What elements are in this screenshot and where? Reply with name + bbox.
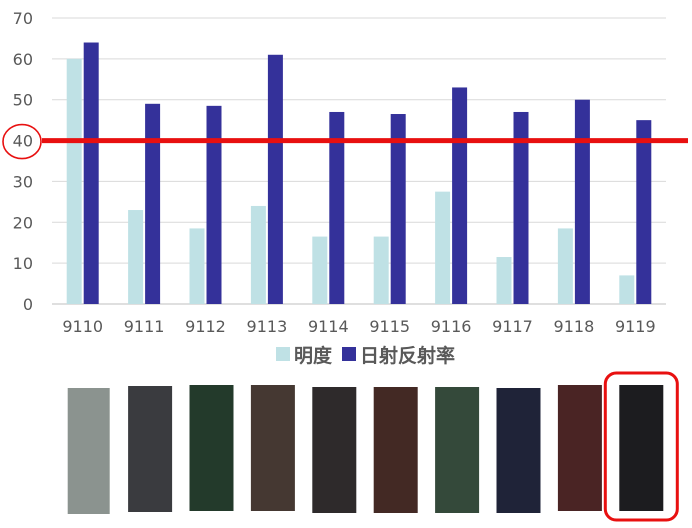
x-tick-label: 9110 (62, 317, 103, 336)
bar-meido (250, 205, 266, 304)
y-axis-ticks: 0 10 20 30 40 50 60 70 (13, 9, 33, 314)
x-tick-label: 9113 (247, 317, 288, 336)
y-tick-label: 70 (13, 9, 33, 28)
color-swatches (67, 371, 679, 522)
bar-reflectance (329, 111, 345, 304)
y-tick-label: 60 (13, 50, 33, 69)
y-tick-label: 40 (13, 132, 33, 151)
bar-reflectance (574, 99, 590, 304)
y-tick-label: 50 (13, 91, 33, 110)
bar-meido (373, 236, 389, 304)
color-swatch (373, 387, 418, 513)
color-swatch (312, 387, 357, 513)
y-tick-label: 0 (23, 295, 33, 314)
bar-reflectance (636, 120, 652, 305)
bar-reflectance (83, 42, 99, 305)
color-swatch (189, 385, 234, 511)
x-tick-label: 9112 (185, 317, 226, 336)
x-tick-label: 9115 (369, 317, 410, 336)
legend: 明度 日射反射率 (276, 344, 455, 367)
bar-reflectance (513, 111, 529, 304)
bars (66, 42, 652, 305)
bar-meido (619, 275, 635, 304)
color-swatch (557, 385, 602, 511)
bar-meido (557, 228, 573, 304)
x-tick-label: 9116 (431, 317, 472, 336)
legend-label: 日射反射率 (360, 344, 455, 367)
x-tick-label: 9117 (492, 317, 533, 336)
x-tick-label: 9118 (554, 317, 595, 336)
bar-meido (189, 228, 205, 304)
legend-swatch (342, 347, 356, 361)
x-axis-ticks: 9110 9111 9112 9113 9114 9115 9116 9117 9118 9119 (62, 317, 655, 336)
highlight-box (603, 371, 679, 522)
gridlines (52, 17, 666, 305)
bar-meido (312, 236, 328, 304)
bar-reflectance (390, 114, 406, 304)
color-swatch (128, 386, 173, 512)
bar-meido (435, 191, 451, 304)
x-tick-label: 9119 (615, 317, 656, 336)
color-swatch (496, 388, 541, 513)
reference-annotation (2, 123, 688, 160)
bar-reflectance (206, 105, 222, 304)
bar-reflectance (452, 87, 468, 304)
legend-swatch (276, 347, 290, 361)
bar-meido (128, 210, 144, 304)
y-tick-label: 10 (13, 254, 33, 273)
bar-reflectance (267, 54, 283, 305)
color-swatch (67, 388, 110, 514)
color-swatch (619, 385, 664, 511)
color-swatch (250, 385, 295, 511)
x-tick-label: 9111 (124, 317, 165, 336)
bar-reflectance (145, 103, 161, 304)
y-tick-label: 20 (13, 213, 33, 232)
highlight-circle (2, 123, 42, 160)
legend-label: 明度 (294, 344, 333, 367)
color-swatch (435, 387, 480, 513)
bar-meido (66, 58, 82, 304)
x-tick-label: 9114 (308, 317, 349, 336)
y-tick-label: 30 (13, 172, 33, 191)
bar-meido (496, 257, 512, 304)
